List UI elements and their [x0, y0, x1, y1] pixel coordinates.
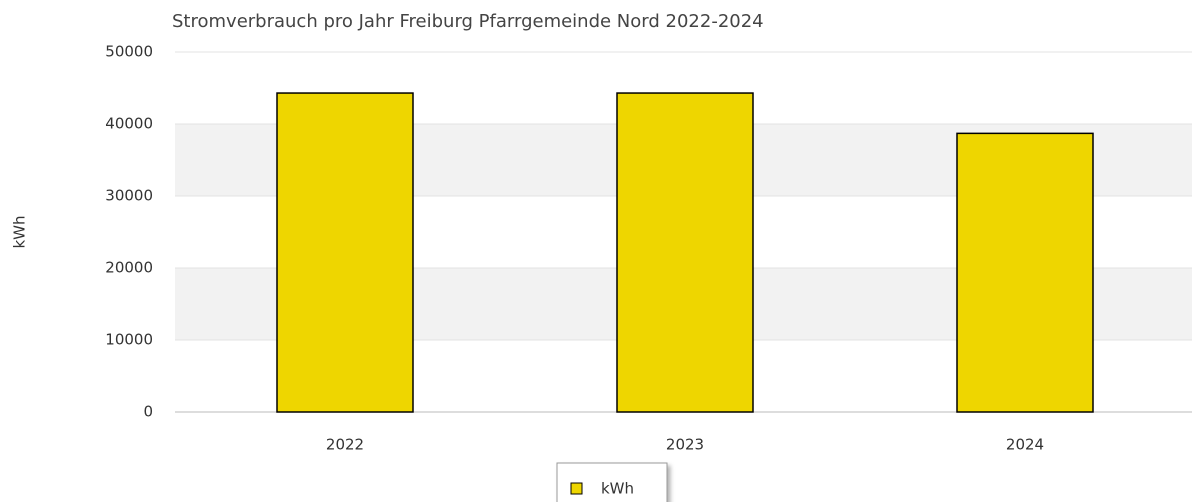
bar: [276, 92, 414, 413]
bar: [956, 132, 1094, 413]
x-tick-label: 2024: [1006, 436, 1044, 454]
y-tick-label: 50000: [105, 43, 153, 61]
x-tick-label: 2022: [326, 436, 364, 454]
y-tick-label: 10000: [105, 331, 153, 349]
y-tick-label: 0: [143, 403, 153, 421]
legend-swatch: [570, 482, 583, 495]
y-tick-label: 20000: [105, 259, 153, 277]
legend-label: kWh: [601, 480, 634, 498]
y-axis-label: kWh: [11, 215, 29, 248]
legend: kWh: [556, 462, 668, 502]
y-tick-label: 40000: [105, 115, 153, 133]
chart-title: Stromverbrauch pro Jahr Freiburg Pfarrge…: [172, 11, 764, 32]
bar: [616, 92, 754, 413]
y-tick-label: 30000: [105, 187, 153, 205]
x-tick-label: 2023: [666, 436, 704, 454]
